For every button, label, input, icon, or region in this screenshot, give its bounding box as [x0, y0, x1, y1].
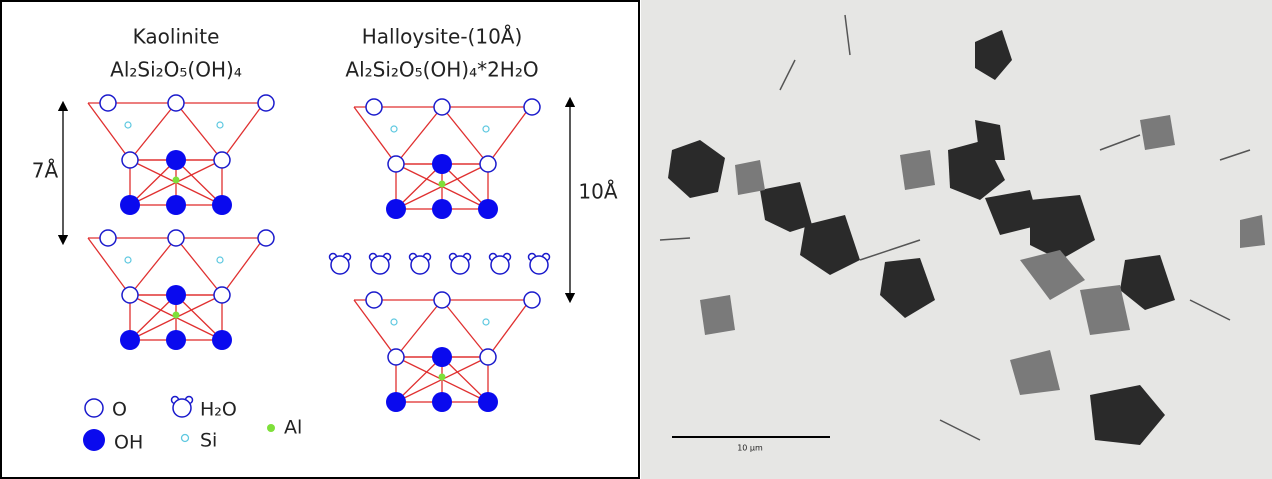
- kaolinite-spacing: 7Å: [32, 159, 59, 183]
- legend-label: Si: [200, 430, 217, 452]
- scale-bar-label: 10 µm: [737, 444, 763, 453]
- kaolinite-name: Kaolinite: [133, 25, 220, 49]
- micrograph: 10 µm: [641, 0, 1272, 479]
- halloysite-spacing: 10Å: [578, 180, 617, 204]
- halloysite-formula: Al₂Si₂O₅(OH)₄*2H₂O: [345, 58, 538, 82]
- legend-label: OH: [114, 432, 143, 454]
- legend-label: O: [112, 399, 127, 421]
- kaolinite-formula: Al₂Si₂O₅(OH)₄: [110, 58, 242, 82]
- legend-label: H₂O: [200, 399, 237, 421]
- legend-label: Al: [284, 417, 302, 439]
- halloysite-name: Halloysite-(10Å): [362, 25, 523, 49]
- figure: Kaolinite Al₂Si₂O₅(OH)₄ Halloysite-(10Å)…: [0, 0, 1272, 479]
